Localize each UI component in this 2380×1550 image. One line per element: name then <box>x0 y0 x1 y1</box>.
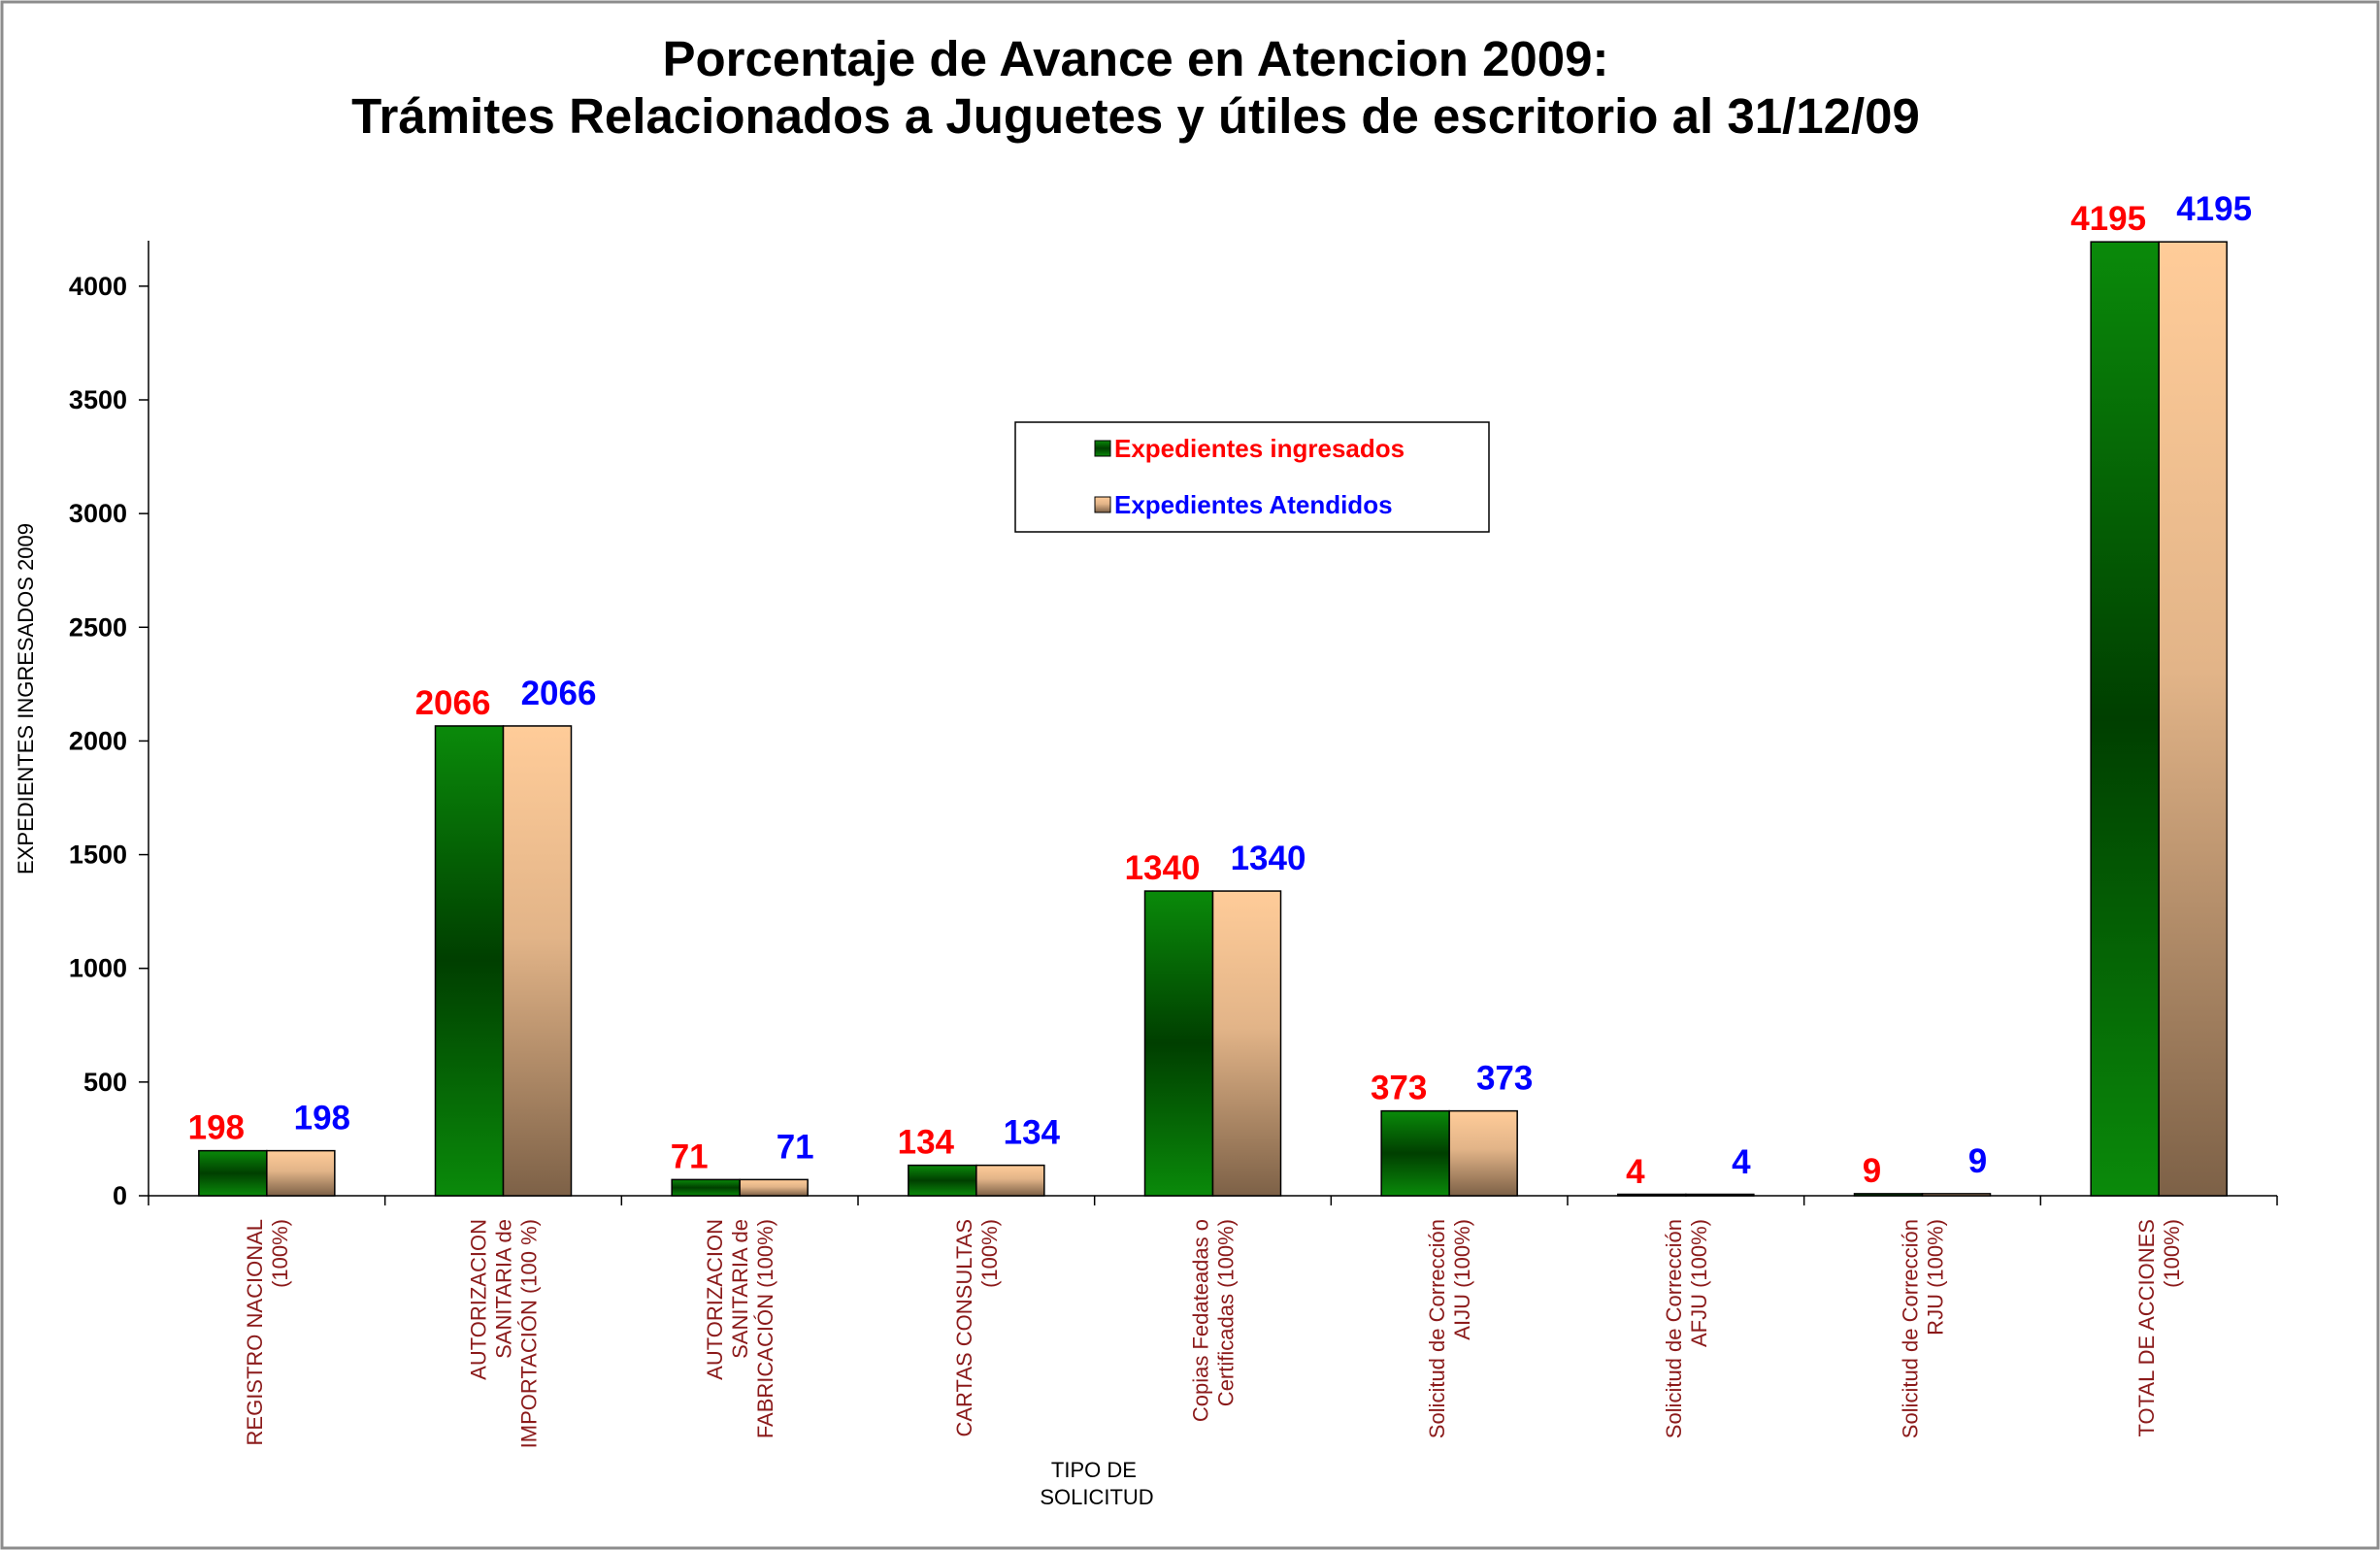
y-tick-label: 0 <box>113 1181 127 1210</box>
data-label-ingresados: 9 <box>1863 1152 1881 1190</box>
x-category-label: Solicitud de CorrecciónAFJU (100%) <box>1662 1219 1711 1438</box>
bar-atendidos <box>1448 1109 1518 1197</box>
bar-ingresados <box>908 1164 977 1197</box>
bar-atendidos <box>2158 241 2228 1197</box>
x-category-label-line: IMPORTACIÓN (100 %) <box>517 1219 542 1448</box>
y-tick-label: 2000 <box>69 726 127 755</box>
x-category-label: AUTORIZACIONSANITARIA deFABRICACIÓN (100… <box>703 1219 777 1438</box>
data-label-atendidos: 71 <box>777 1128 814 1166</box>
chart-title: Porcentaje de Avance en Atencion 2009: <box>662 31 1608 86</box>
data-label-atendidos: 373 <box>1476 1060 1533 1098</box>
x-category-label-line: AUTORIZACION <box>703 1219 727 1380</box>
bar-ingresados <box>1380 1109 1450 1197</box>
plot-area: 0 500 1000 1500 2000 2500 3000 3500 4000 198 198 RE… <box>69 190 2278 1448</box>
bar-atendidos <box>266 1149 336 1197</box>
x-category-label-line: Copias Fedateadas o <box>1189 1219 1213 1422</box>
data-label-ingresados: 134 <box>898 1124 955 1162</box>
data-label-atendidos: 9 <box>1968 1142 1987 1180</box>
x-axis-title-line-2: SOLICITUD <box>1040 1485 1153 1509</box>
x-category-label-line: (100%) <box>268 1219 292 1288</box>
x-category-label: CARTAS CONSULTAS(100%) <box>952 1219 1002 1437</box>
x-category-label-line: CARTAS CONSULTAS <box>952 1219 976 1437</box>
y-tick-label: 3000 <box>69 499 127 528</box>
bar-ingresados <box>1143 890 1214 1197</box>
x-category-label-line: AUTORIZACION <box>467 1219 491 1380</box>
data-label-ingresados: 4 <box>1626 1153 1645 1191</box>
x-category-label-line: SANITARIA de <box>492 1219 516 1359</box>
y-tick-label: 500 <box>83 1068 127 1097</box>
x-category-label-line: AFJU (100%) <box>1687 1219 1711 1347</box>
x-category-label-line: TOTAL DE ACCIONES <box>2134 1219 2159 1437</box>
data-label-ingresados: 373 <box>1371 1070 1427 1107</box>
bar-ingresados <box>2090 241 2160 1197</box>
data-label-atendidos: 134 <box>1004 1114 1061 1152</box>
x-category-label-line: REGISTRO NACIONAL <box>243 1219 267 1445</box>
legend: Expedientes ingresados Expedientes Atend… <box>1014 421 1490 533</box>
x-category-label: Solicitud de CorrecciónRJU (100%) <box>1899 1219 1948 1438</box>
x-category-label-line: Solicitud de Corrección <box>1662 1219 1686 1438</box>
bar-ingresados <box>198 1149 268 1197</box>
bar-atendidos <box>975 1164 1045 1197</box>
x-category-label-line: SANITARIA de <box>728 1219 752 1359</box>
legend-label-ingresados: Expedientes ingresados <box>1114 434 1405 463</box>
bar-ingresados <box>1617 1193 1687 1197</box>
data-label-atendidos: 2066 <box>521 675 597 712</box>
data-label-ingresados: 1340 <box>1125 849 1201 887</box>
bar-atendidos <box>502 725 573 1197</box>
y-tick-label: 4000 <box>69 272 127 301</box>
x-category-label-line: (100%) <box>2160 1219 2184 1288</box>
data-label-ingresados: 71 <box>671 1138 709 1175</box>
legend-swatch-ingresados <box>1094 440 1111 457</box>
x-category-label-line: AIJU (100%) <box>1450 1219 1474 1340</box>
data-label-atendidos: 4 <box>1732 1143 1751 1181</box>
x-category-label-line: Solicitud de Corrección <box>1899 1219 1923 1438</box>
x-category-label: REGISTRO NACIONAL(100%) <box>243 1219 292 1445</box>
x-category-label-line: RJU (100%) <box>1924 1219 1948 1336</box>
bar-ingresados <box>1853 1193 1924 1197</box>
bar-atendidos <box>1921 1193 1992 1197</box>
data-label-ingresados: 198 <box>188 1109 245 1147</box>
legend-swatch-atendidos <box>1094 496 1111 513</box>
x-category-label-line: FABRICACIÓN (100%) <box>753 1219 777 1438</box>
x-category-label: Copias Fedateadas oCertificadas (100%) <box>1189 1219 1239 1422</box>
y-tick-label: 1000 <box>69 954 127 983</box>
x-category-label: TOTAL DE ACCIONES(100%) <box>2134 1219 2184 1437</box>
data-label-atendidos: 1340 <box>1231 840 1306 877</box>
x-category-label-line: (100%) <box>977 1219 1002 1288</box>
bar-atendidos <box>739 1178 809 1197</box>
chart-subtitle: Trámites Relacionados a Juguetes y útile… <box>351 88 1920 144</box>
x-axis-title-line-1: TIPO DE <box>1051 1458 1137 1482</box>
y-tick-label: 1500 <box>69 841 127 870</box>
y-tick-label: 3500 <box>69 385 127 414</box>
y-axis-title: EXPEDIENTES INGRESADOS 2009 <box>14 523 38 874</box>
bar-atendidos <box>1685 1193 1755 1197</box>
data-label-atendidos: 198 <box>294 1100 350 1138</box>
x-category-label-line: Certificadas (100%) <box>1214 1219 1239 1406</box>
x-category-label-line: Solicitud de Corrección <box>1425 1219 1449 1438</box>
y-tick-label: 2500 <box>69 612 127 642</box>
x-category-label: Solicitud de CorrecciónAIJU (100%) <box>1425 1219 1474 1438</box>
legend-label-atendidos: Expedientes Atendidos <box>1114 490 1393 519</box>
bar-atendidos <box>1211 890 1282 1197</box>
legend-box <box>1014 421 1490 533</box>
bar-ingresados <box>434 725 505 1197</box>
data-label-atendidos: 4195 <box>2176 190 2252 228</box>
bar-ingresados <box>671 1178 741 1197</box>
x-axis-title: TIPO DE SOLICITUD <box>1040 1458 1153 1509</box>
x-category-label: AUTORIZACIONSANITARIA deIMPORTACIÓN (100… <box>467 1219 542 1448</box>
data-label-ingresados: 4195 <box>2070 200 2146 238</box>
data-label-ingresados: 2066 <box>415 684 491 722</box>
